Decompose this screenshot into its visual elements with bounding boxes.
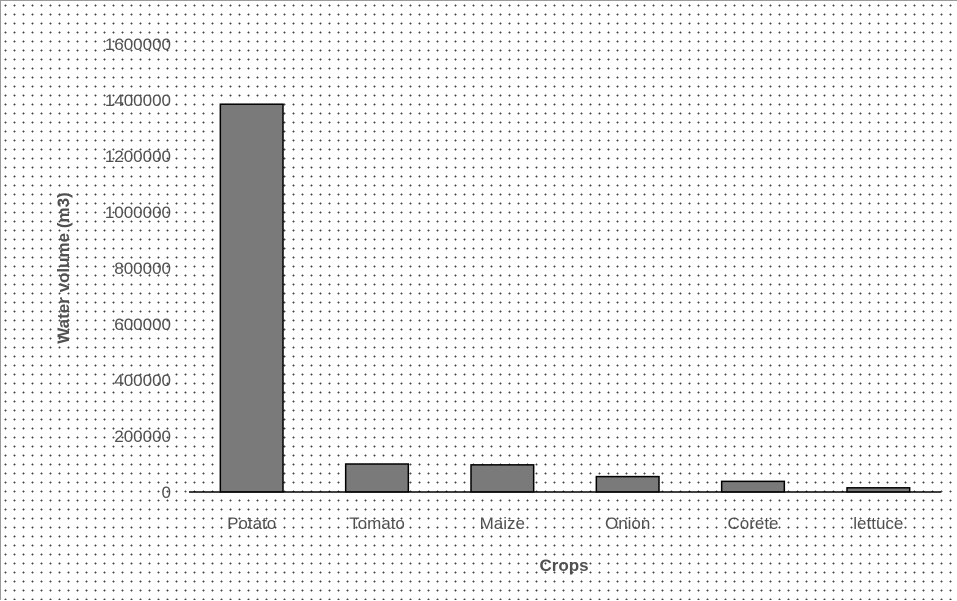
y-axis-title: Water volume (m3) — [54, 192, 73, 343]
y-tick-label: 1400000 — [105, 91, 171, 110]
y-axis-ticks: 0 200000 400000 600000 800000 1000000 1200000 1… — [105, 35, 171, 502]
y-tick-label: 0 — [162, 483, 171, 502]
x-axis-title: Crops — [539, 556, 588, 575]
y-tick-label: 1000000 — [105, 203, 171, 222]
x-tick-label: lettuce — [853, 514, 903, 533]
y-tick-label: 400000 — [114, 371, 171, 390]
y-tick-label: 1200000 — [105, 147, 171, 166]
x-tick-label: Potato — [227, 514, 276, 533]
bars-group — [219, 103, 911, 493]
x-axis-ticks: Potato Tomato Maize Onion Corete lettuce — [227, 514, 903, 533]
y-tick-label: 800000 — [114, 259, 171, 278]
x-tick-label: Corete — [727, 514, 778, 533]
y-tick-label: 600000 — [114, 315, 171, 334]
bar-onion — [595, 475, 660, 493]
bar-potato — [219, 103, 284, 493]
bar-tomato — [344, 463, 410, 493]
x-tick-label: Tomato — [349, 514, 405, 533]
x-tick-label: Onion — [605, 514, 650, 533]
bar-maize — [470, 464, 535, 493]
y-tick-label: 200000 — [114, 427, 171, 446]
bar-corete — [720, 480, 786, 493]
x-tick-label: Maize — [480, 514, 525, 533]
y-tick-label: 1600000 — [105, 35, 171, 54]
